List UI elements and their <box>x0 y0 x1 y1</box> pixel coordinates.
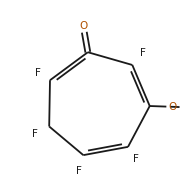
Text: O: O <box>168 102 176 112</box>
Text: F: F <box>35 68 40 78</box>
Text: F: F <box>139 48 146 58</box>
Text: F: F <box>133 154 139 164</box>
Text: F: F <box>32 129 38 139</box>
Text: F: F <box>76 166 82 176</box>
Text: O: O <box>79 21 87 31</box>
